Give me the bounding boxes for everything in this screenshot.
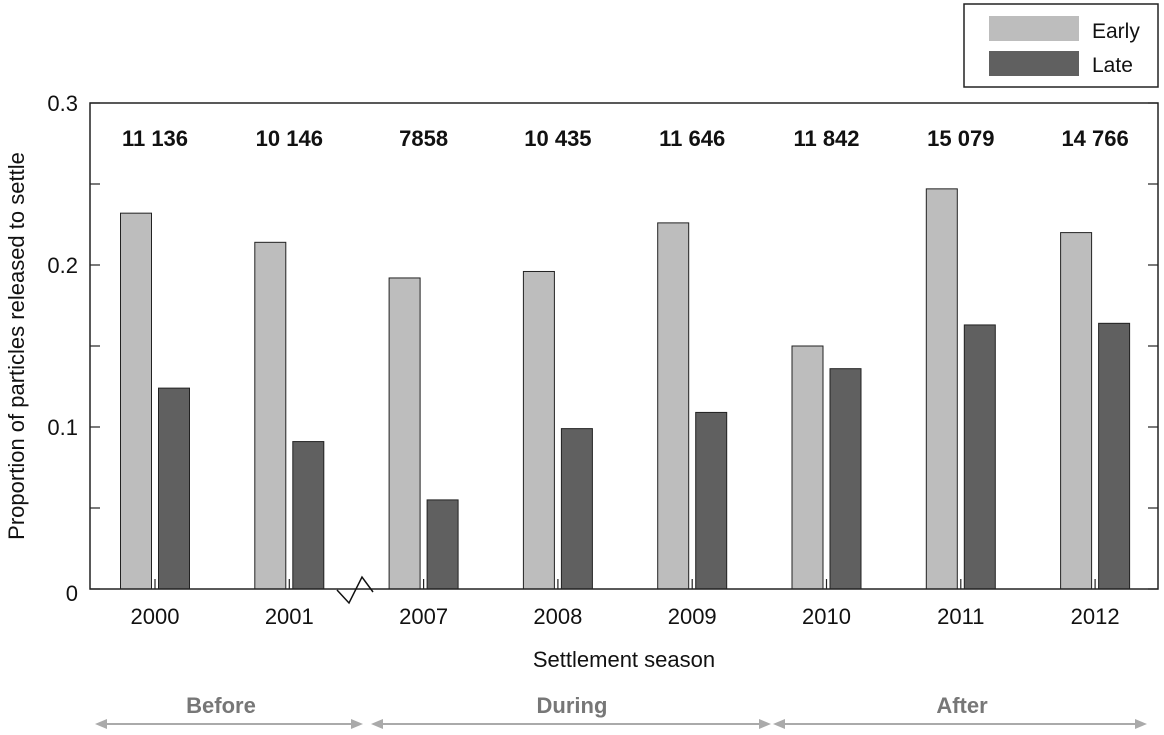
before-arrow-left-head <box>95 719 107 729</box>
count-label-2000: 11 136 <box>122 126 188 151</box>
bar-late-2009 <box>695 411 728 590</box>
count-label-2009: 11 646 <box>659 126 725 151</box>
bar-late-2000 <box>158 387 190 590</box>
phase-label-before: Before <box>186 693 256 718</box>
x-axis: 2000 2001 2007 2008 2009 2010 2011 2012 <box>131 579 1120 629</box>
count-label-2010: 11 842 <box>793 126 859 151</box>
plot-frame <box>89 102 1159 590</box>
legend-swatch-late <box>989 51 1079 76</box>
bar-late-2001 <box>292 441 325 590</box>
x-tick-label-2000: 2000 <box>131 604 180 629</box>
bar-early-2007 <box>388 277 421 590</box>
phase-annotations: Before During After <box>95 693 1147 729</box>
phase-label-during: During <box>537 693 608 718</box>
x-tick-label-2001: 2001 <box>265 604 314 629</box>
bar-early-2012 <box>1060 232 1093 590</box>
bar-early-2000 <box>120 212 152 590</box>
bar-late-2011 <box>963 324 996 590</box>
x-tick-label-2012: 2012 <box>1071 604 1120 629</box>
legend-label-early: Early <box>1092 20 1140 43</box>
count-label-2012: 14 766 <box>1061 126 1128 151</box>
bar-early-2008 <box>522 270 555 590</box>
y-axis-title: Proportion of particles released to sett… <box>4 152 29 540</box>
y-tick-label-0: 0 <box>66 581 78 606</box>
bar-late-2007 <box>426 499 459 590</box>
after-arrow-right-head <box>1135 719 1147 729</box>
x-tick-label-2009: 2009 <box>668 604 717 629</box>
y-tick-label-0.2: 0.2 <box>47 253 78 278</box>
bar-early-2011 <box>925 188 958 590</box>
x-tick-label-2010: 2010 <box>802 604 851 629</box>
count-label-2001: 10 146 <box>256 126 323 151</box>
after-arrow-left-head <box>773 719 785 729</box>
during-arrow-left-head <box>371 719 383 729</box>
bars-group <box>120 188 1131 590</box>
bar-early-2001 <box>254 241 287 590</box>
x-tick-label-2008: 2008 <box>533 604 582 629</box>
y-tick-label-0.1: 0.1 <box>47 415 78 440</box>
axis-break-mark <box>336 575 374 605</box>
bar-late-2012 <box>1098 322 1131 590</box>
x-tick-label-2011: 2011 <box>937 604 984 629</box>
y-tick-label-0.3: 0.3 <box>47 91 78 116</box>
phase-label-after: After <box>936 693 988 718</box>
before-arrow-right-head <box>351 719 363 729</box>
x-axis-title: Settlement season <box>533 647 715 672</box>
legend-swatch-early <box>989 16 1079 41</box>
x-tick-label-2007: 2007 <box>399 604 448 629</box>
count-labels: 11 136 10 146 7858 10 435 11 646 11 842 15 079… <box>122 126 1129 151</box>
bar-early-2010 <box>791 345 824 590</box>
legend-label-late: Late <box>1092 54 1133 77</box>
count-label-2011: 15 079 <box>927 126 994 151</box>
during-arrow-right-head <box>759 719 771 729</box>
legend: Early Late <box>963 3 1159 88</box>
count-label-2008: 10 435 <box>524 126 591 151</box>
bar-early-2009 <box>657 222 690 590</box>
bar-late-2010 <box>829 368 862 590</box>
bar-late-2008 <box>560 428 593 590</box>
count-label-2007: 7858 <box>399 126 448 151</box>
y-axis: 0 0.1 0.2 0.3 <box>47 91 1158 606</box>
